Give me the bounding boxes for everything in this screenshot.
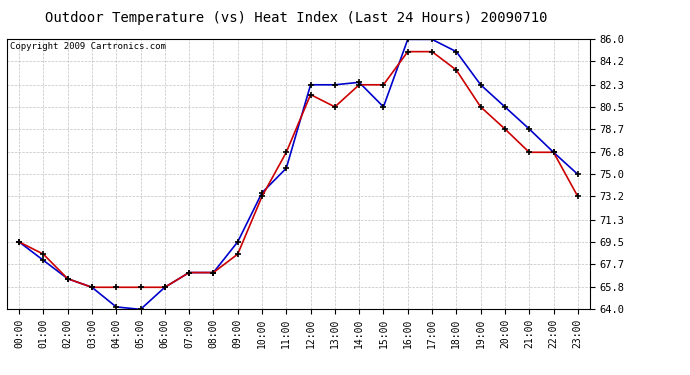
- Text: Copyright 2009 Cartronics.com: Copyright 2009 Cartronics.com: [10, 42, 166, 51]
- Text: Outdoor Temperature (vs) Heat Index (Last 24 Hours) 20090710: Outdoor Temperature (vs) Heat Index (Las…: [46, 11, 548, 25]
